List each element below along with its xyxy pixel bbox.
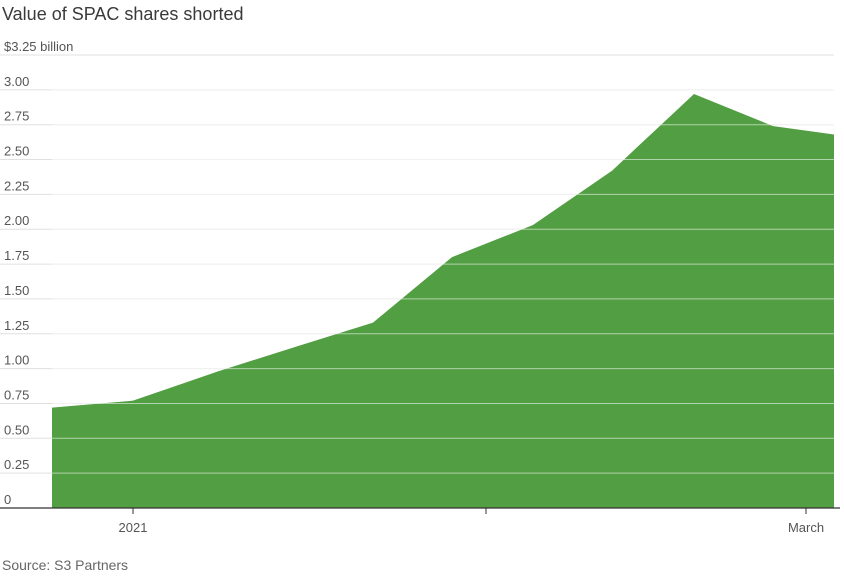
x-tick-label: March <box>788 520 824 535</box>
y-tick-label: 2.00 <box>4 213 29 228</box>
y-tick-label: 0.75 <box>4 387 29 402</box>
overlay-gridlines <box>52 89 834 474</box>
area-layer <box>52 94 834 508</box>
y-tick-label: 1.00 <box>4 353 29 368</box>
y-tick-label: $3.25 billion <box>4 39 73 54</box>
y-tick-label: 0 <box>4 492 11 507</box>
x-axis-ticks: 2021 March <box>119 508 824 535</box>
y-axis-ticks: 0 0.25 0.50 0.75 1.00 1.25 1.50 1.75 2.00 2.25 2.5… <box>4 39 73 507</box>
y-tick-label: 1.25 <box>4 318 29 333</box>
y-tick-label: 1.75 <box>4 248 29 263</box>
y-tick-label: 3.00 <box>4 74 29 89</box>
y-tick-label: 1.50 <box>4 283 29 298</box>
y-tick-label: 0.50 <box>4 422 29 437</box>
chart-source: Source: S3 Partners <box>2 557 129 573</box>
y-tick-label: 2.25 <box>4 178 29 193</box>
y-tick-label: 0.25 <box>4 457 29 472</box>
chart-title: Value of SPAC shares shorted <box>2 4 244 24</box>
y-tick-label: 2.50 <box>4 144 29 159</box>
area-series <box>52 94 834 508</box>
y-tick-label: 2.75 <box>4 109 29 124</box>
x-tick-label: 2021 <box>119 520 148 535</box>
